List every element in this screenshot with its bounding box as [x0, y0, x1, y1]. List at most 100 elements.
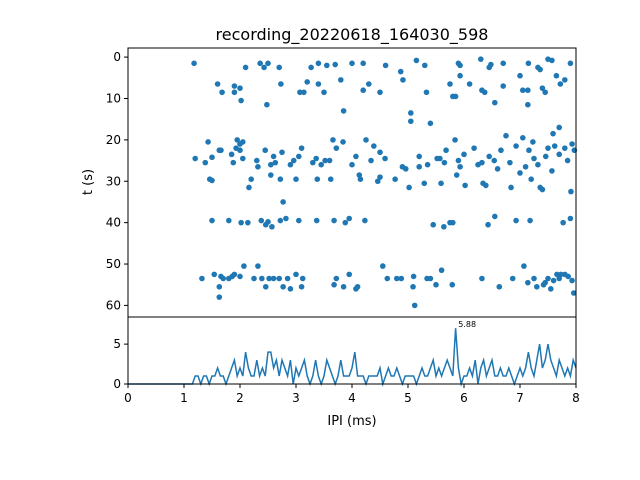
scatter-point — [287, 161, 294, 168]
scatter-point — [340, 283, 347, 290]
scatter-point — [253, 157, 260, 164]
scatter-point — [216, 294, 223, 300]
scatter-point — [527, 217, 533, 224]
scatter-point — [427, 275, 434, 282]
scatter-point — [270, 275, 277, 282]
scatter-point — [237, 147, 243, 154]
scatter-point — [564, 157, 571, 164]
scatter-point — [550, 130, 556, 137]
scatter-point — [290, 157, 297, 164]
scatter-point — [284, 275, 291, 282]
scatter-point — [262, 147, 269, 154]
scatter-point — [330, 137, 336, 143]
scatter-point — [287, 286, 294, 292]
scatter-point — [277, 217, 284, 224]
scatter-point — [237, 85, 243, 91]
scatter-point — [488, 61, 494, 68]
scatter-point — [368, 157, 374, 164]
scatter-point — [422, 62, 428, 69]
scatter-point — [411, 302, 418, 309]
scatter-point — [296, 153, 302, 160]
scatter-point — [410, 283, 416, 290]
scatter-point — [228, 151, 235, 158]
scatter-point — [554, 271, 560, 278]
scatter-point — [457, 163, 463, 170]
scatter-point — [534, 283, 540, 290]
scatter-point — [240, 155, 246, 162]
scatter-point — [340, 139, 346, 145]
scatter-point — [226, 217, 232, 224]
scatter-point — [526, 147, 532, 154]
scatter-point — [471, 145, 477, 151]
scatter-point — [508, 184, 514, 191]
scatter-point — [265, 60, 271, 67]
scatter-point — [333, 275, 340, 282]
scatter-point — [545, 145, 551, 151]
scatter-point — [416, 163, 423, 170]
scatter-point — [525, 101, 531, 108]
scatter-point — [218, 147, 224, 154]
scatter-point — [400, 77, 406, 83]
scatter-point — [520, 135, 526, 141]
y-tick-label: 5 — [113, 337, 121, 351]
scatter-point — [248, 176, 254, 182]
scatter-point — [507, 159, 513, 166]
scatter-point — [268, 172, 274, 178]
y-tick-label: 0 — [113, 50, 121, 64]
scatter-point — [537, 66, 543, 73]
scatter-point — [424, 161, 431, 168]
scatter-point — [568, 188, 574, 195]
scatter-point — [276, 275, 283, 282]
scatter-point — [562, 77, 568, 83]
top-y-label: t (s) — [81, 169, 96, 195]
scatter-point — [315, 81, 322, 87]
scatter-point — [521, 263, 527, 269]
scatter-point — [556, 275, 562, 282]
scatter-point — [357, 176, 364, 182]
scatter-point — [427, 120, 434, 127]
scatter-point — [255, 263, 261, 269]
scatter-point — [216, 283, 223, 290]
scatter-point — [209, 177, 215, 184]
scatter-point — [327, 176, 334, 182]
scatter-point — [545, 275, 551, 282]
scatter-points — [191, 56, 578, 309]
scatter-point — [374, 178, 381, 185]
scatter-point — [298, 145, 305, 151]
scatter-point — [402, 166, 409, 172]
scatter-point — [569, 277, 575, 284]
scatter-point — [257, 60, 263, 67]
scatter-point — [230, 159, 237, 166]
scatter-point — [251, 275, 257, 282]
scatter-point — [231, 83, 238, 89]
scatter-point — [496, 283, 503, 290]
scatter-point — [360, 60, 367, 67]
scatter-point — [353, 153, 359, 160]
scatter-point — [310, 159, 316, 166]
scatter-point — [453, 172, 460, 178]
scatter-point — [261, 64, 267, 71]
scatter-point — [245, 219, 251, 226]
scatter-point — [560, 219, 566, 226]
scatter-point — [550, 277, 557, 284]
scatter-point — [297, 89, 303, 96]
scatter-point — [441, 223, 447, 230]
scatter-point — [377, 89, 383, 96]
scatter-point — [461, 151, 467, 158]
scatter-point — [331, 217, 337, 224]
scatter-point — [421, 180, 428, 187]
scatter-point — [457, 62, 463, 69]
scatter-point — [525, 60, 532, 67]
scatter-point — [447, 81, 453, 87]
scatter-point — [262, 283, 269, 290]
scatter-point — [382, 62, 389, 69]
y-tick-label: 10 — [106, 91, 121, 105]
scatter-point — [569, 141, 575, 147]
scatter-point — [313, 217, 320, 224]
scatter-point — [492, 99, 498, 106]
scatter-point — [308, 64, 314, 71]
scatter-point — [346, 271, 353, 278]
y-tick-label: 50 — [106, 257, 121, 271]
scatter-point — [280, 199, 286, 205]
